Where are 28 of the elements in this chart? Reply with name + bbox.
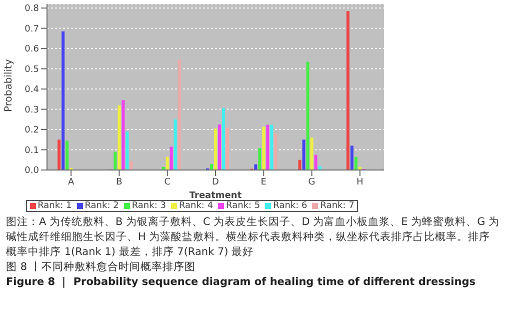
y-tick-label: 0.3 bbox=[24, 105, 39, 116]
caption: Figure 8 ｜ Probability sequence diagram of healing time of different dressings bbox=[6, 275, 476, 290]
legend-label: Rank: 7 bbox=[319, 201, 354, 211]
x-tick-label: C bbox=[164, 177, 171, 188]
x-tick-label: A bbox=[68, 177, 75, 188]
x-tick-label: G bbox=[308, 177, 316, 188]
legend-label: Rank: 2 bbox=[84, 201, 119, 211]
text: 图注：A 为传统敷料、B 为银离子敷料、C 为表皮生长因子、D 为富血小板血浆、E 为蜂蜜敷料、G 为碱性成纤维细胞生长因子、H 为藻酸盐敷料。横坐标代表敷料种类，纵坐标代表排序占比概率。排序概率中排序 1(Rank 1) 最差，排序 7(Rank 7) 最好 bbox=[6, 215, 500, 260]
y-tick-label: 0.5 bbox=[24, 64, 39, 75]
x-axis-title: Treatment bbox=[189, 191, 242, 201]
y-tick-label: 0.8 bbox=[24, 4, 40, 14]
legend-label: Rank: 3 bbox=[130, 201, 166, 211]
y-tick-label: 0.0 bbox=[24, 166, 40, 176]
caption: 图 8 丨不同种敷料愈合时间概率排序图 bbox=[6, 260, 196, 275]
x-tick-label: H bbox=[356, 177, 364, 188]
y-tick-label: 0.6 bbox=[24, 44, 40, 55]
legend-label: Rank: 5 bbox=[225, 201, 260, 211]
y-axis-title: Probability bbox=[4, 59, 15, 112]
x-tick-label: E bbox=[260, 177, 267, 188]
legend-label: Rank: 6 bbox=[272, 201, 308, 211]
y-tick-label: 0.2 bbox=[24, 126, 39, 136]
x-tick-label: B bbox=[116, 177, 122, 188]
legend-label: Rank: 1 bbox=[36, 201, 72, 211]
y-tick-label: 0.4 bbox=[24, 85, 40, 96]
x-tick-label: D bbox=[212, 177, 220, 188]
legend-label: Rank: 4 bbox=[178, 201, 214, 211]
y-tick-label: 0.1 bbox=[24, 146, 39, 156]
y-tick-label: 0.7 bbox=[24, 24, 39, 34]
